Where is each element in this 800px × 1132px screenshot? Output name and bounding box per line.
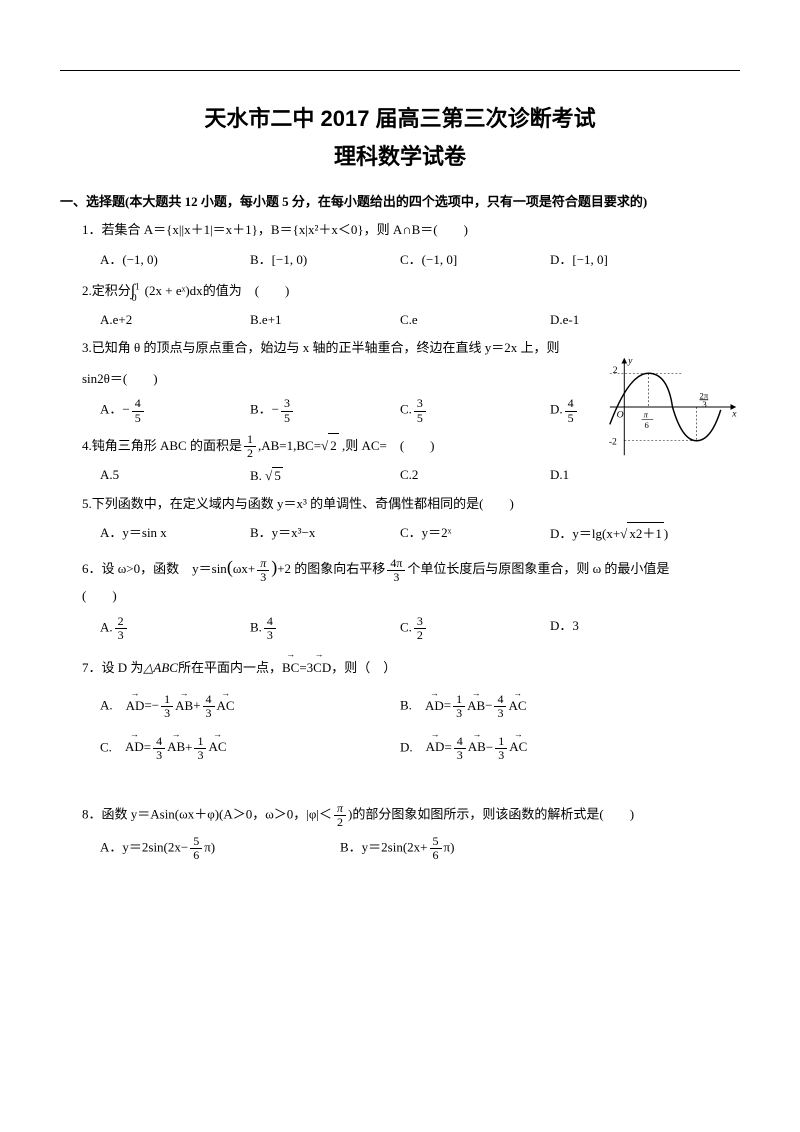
graph-axis-y: y	[627, 356, 633, 367]
q3-opt-c: C.35	[400, 397, 550, 424]
graph-origin: O	[617, 410, 624, 421]
q8-post: )的部分图象如图所示，则该函数的解析式是( )	[348, 807, 634, 822]
sine-graph: 2 -2 O x y π 6 2π 3	[605, 352, 740, 462]
q6-opt-b: B.43	[250, 615, 400, 642]
graph-axis-x: x	[731, 409, 737, 420]
q1-text: 1．若集合 A＝{x||x＋1|＝x＋1}，B＝{x|x²＋x＜0}，则 A∩B…	[82, 222, 468, 237]
q2-post: 的值为 ( )	[203, 283, 290, 298]
q6-opt-c: C.32	[400, 615, 550, 642]
q5-opt-a: A．y＝sin x	[100, 522, 250, 542]
q2-opt-d: D.e-1	[550, 312, 700, 328]
q4-opt-c: C.2	[400, 467, 550, 484]
q5-options: A．y＝sin x B．y＝x³−x C．y＝2ˣ D．y＝lg(x+√x2＋1…	[100, 522, 740, 542]
page-title-2: 理科数学试卷	[60, 139, 740, 171]
q7-opt-d: D. AD=43AB−13AC	[400, 735, 700, 762]
q5-text: 5.下列函数中，在定义域内与函数 y＝x³ 的单调性、奇偶性都相同的是( )	[82, 496, 514, 511]
q4-sqrt: 2	[328, 433, 339, 459]
page-title-1: 天水市二中 2017 届高三第三次诊断考试	[60, 101, 740, 133]
q6-post: 个单位长度后与原图象重合，则 ω 的最小值是	[407, 561, 669, 576]
graph-tick2-d: 3	[702, 399, 706, 409]
q8-opt-b: B．y＝2sin(2x+56π)	[340, 835, 490, 862]
graph-tick1-n: π	[644, 410, 649, 420]
q7-opt-b: B. AD=13AB−43AC	[400, 693, 700, 720]
q4-post: ,则 AC= ( )	[339, 438, 435, 453]
q2-integrand: (2x + eˣ)dx	[145, 283, 203, 298]
section-1-header: 一、选择题(本大题共 12 小题，每小题 5 分，在每小题给出的四个选项中，只有…	[60, 191, 740, 210]
question-6: 6．设 ω>0，函数 y＝sin(ωx+π3)+2 的图象向右平移4π3个单位长…	[82, 550, 740, 609]
q4-opt-b: B. √5	[250, 467, 400, 484]
q2-int-upper: 1	[135, 281, 140, 291]
q1-opt-a: A．(−1, 0)	[100, 249, 250, 268]
question-2: 2.定积分∫10(2x + eˣ)dx的值为 ( )	[82, 276, 740, 306]
q2-opt-c: C.e	[400, 312, 550, 328]
q1-opt-d: D．[−1, 0]	[550, 249, 700, 268]
q4-mid: ,AB=1,BC=	[258, 438, 321, 453]
q3-text2: sin2θ＝( )	[82, 367, 602, 392]
q4-options: A.5 B. √5 C.2 D.1	[100, 467, 740, 484]
q6-opt-a: A.23	[100, 615, 250, 642]
q5-opt-b: B．y＝x³−x	[250, 522, 400, 542]
q3-opt-a: A．−45	[100, 397, 250, 424]
q7-opt-c: C. AD=43AB+13AC	[100, 735, 400, 762]
graph-tick1-d: 6	[645, 420, 650, 430]
q8-pre: 8．函数 y＝Asin(ωx＋φ)(A＞0，ω＞0，|φ|＜	[82, 807, 332, 822]
question-1: 1．若集合 A＝{x||x＋1|＝x＋1}，B＝{x|x²＋x＜0}，则 A∩B…	[82, 218, 740, 243]
q7-opt-a: A. AD=−13AB+43AC	[100, 693, 400, 720]
q7-post: ，则（ ）	[331, 660, 396, 675]
q3-text: 3.已知角 θ 的顶点与原点重合，始边与 x 轴的正半轴重合，终边在直线 y＝2…	[82, 340, 559, 355]
q6-opt-d: D．3	[550, 615, 700, 642]
q7-options-row1: A. AD=−13AB+43AC B. AD=13AB−43AC	[100, 693, 740, 720]
q1-options: A．(−1, 0) B．[−1, 0) C．(−1, 0] D．[−1, 0]	[100, 249, 740, 268]
question-7: 7．设 D 为△ABC所在平面内一点，BC=3CD，则（ ）	[82, 656, 740, 681]
q8-options: A．y＝2sin(2x−56π) B．y＝2sin(2x+56π)	[100, 835, 740, 862]
q2-pre: 2.定积分	[82, 283, 131, 298]
q6-blanks: ( )	[82, 584, 740, 609]
q3-opt-b: B．−35	[250, 397, 400, 424]
q1-opt-b: B．[−1, 0)	[250, 249, 400, 268]
q1-opt-c: C．(−1, 0]	[400, 249, 550, 268]
q6-mid: +2 的图象向右平移	[277, 561, 385, 576]
q7-mid: 所在平面内一点，	[178, 660, 282, 675]
q4-opt-d: D.1	[550, 467, 700, 484]
q6-pre: 6．设 ω>0，函数 y＝sin	[82, 561, 227, 576]
q8-opt-a: A．y＝2sin(2x−56π)	[100, 835, 340, 862]
q4-opt-a: A.5	[100, 467, 250, 484]
q2-int-lower: 0	[132, 293, 137, 304]
question-3: 3.已知角 θ 的顶点与原点重合，始边与 x 轴的正半轴重合，终边在直线 y＝2…	[82, 336, 602, 391]
q7-pre: 7．设 D 为	[82, 660, 143, 675]
q2-opt-b: B.e+1	[250, 312, 400, 328]
q7-options-row2: C. AD=43AB+13AC D. AD=43AB−13AC	[100, 735, 740, 762]
graph-y-top: 2	[613, 365, 618, 376]
q5-opt-c: C．y＝2ˣ	[400, 522, 550, 542]
q7-tri: △ABC	[143, 660, 178, 675]
q6-options: A.23 B.43 C.32 D．3	[100, 615, 740, 642]
question-8: 8．函数 y＝Asin(ωx＋φ)(A＞0，ω＞0，|φ|＜π2)的部分图象如图…	[82, 802, 740, 829]
question-5: 5.下列函数中，在定义域内与函数 y＝x³ 的单调性、奇偶性都相同的是( )	[82, 492, 740, 517]
q4-pre: 4.钝角三角形 ABC 的面积是	[82, 438, 242, 453]
q2-options: A.e+2 B.e+1 C.e D.e-1	[100, 312, 740, 328]
q2-opt-a: A.e+2	[100, 312, 250, 328]
graph-y-bot: -2	[609, 437, 617, 448]
top-rule	[60, 70, 740, 71]
q5-opt-d: D．y＝lg(x+√x2＋1)	[550, 522, 700, 542]
